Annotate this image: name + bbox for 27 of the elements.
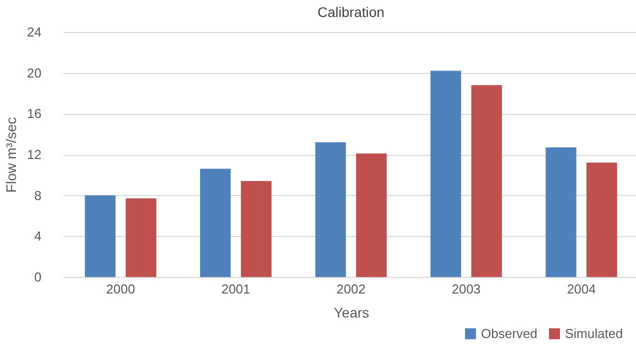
y-tick-label: 20 — [27, 65, 42, 80]
bar — [126, 198, 156, 277]
bar — [546, 147, 576, 277]
x-tick-label: 2001 — [221, 282, 250, 296]
bar — [430, 70, 462, 277]
bar — [356, 153, 387, 277]
y-tick-label: 0 — [34, 270, 42, 284]
chart-title: Calibration — [318, 4, 384, 20]
x-tick-label: 2000 — [106, 282, 136, 296]
bar — [586, 162, 618, 277]
y-tick-label: 4 — [34, 228, 42, 244]
x-tick-label: 2003 — [452, 282, 481, 296]
y-tick-label: 16 — [27, 106, 42, 122]
y-tick-label: 24 — [27, 24, 42, 40]
bar — [240, 181, 272, 277]
y-tick-label: 12 — [27, 147, 42, 162]
y-axis-title: Flow m³/sec — [3, 117, 20, 193]
bar — [84, 195, 116, 277]
x-tick-label: 2004 — [566, 282, 596, 296]
bar — [471, 85, 502, 277]
y-tick-label: 8 — [34, 188, 42, 203]
x-tick-label: 2002 — [336, 282, 366, 296]
legend-label: Simulated — [565, 326, 623, 341]
bar — [315, 142, 346, 277]
legend-label: Observed — [481, 326, 538, 341]
x-axis-title: Years — [334, 304, 370, 320]
bar — [200, 168, 231, 277]
